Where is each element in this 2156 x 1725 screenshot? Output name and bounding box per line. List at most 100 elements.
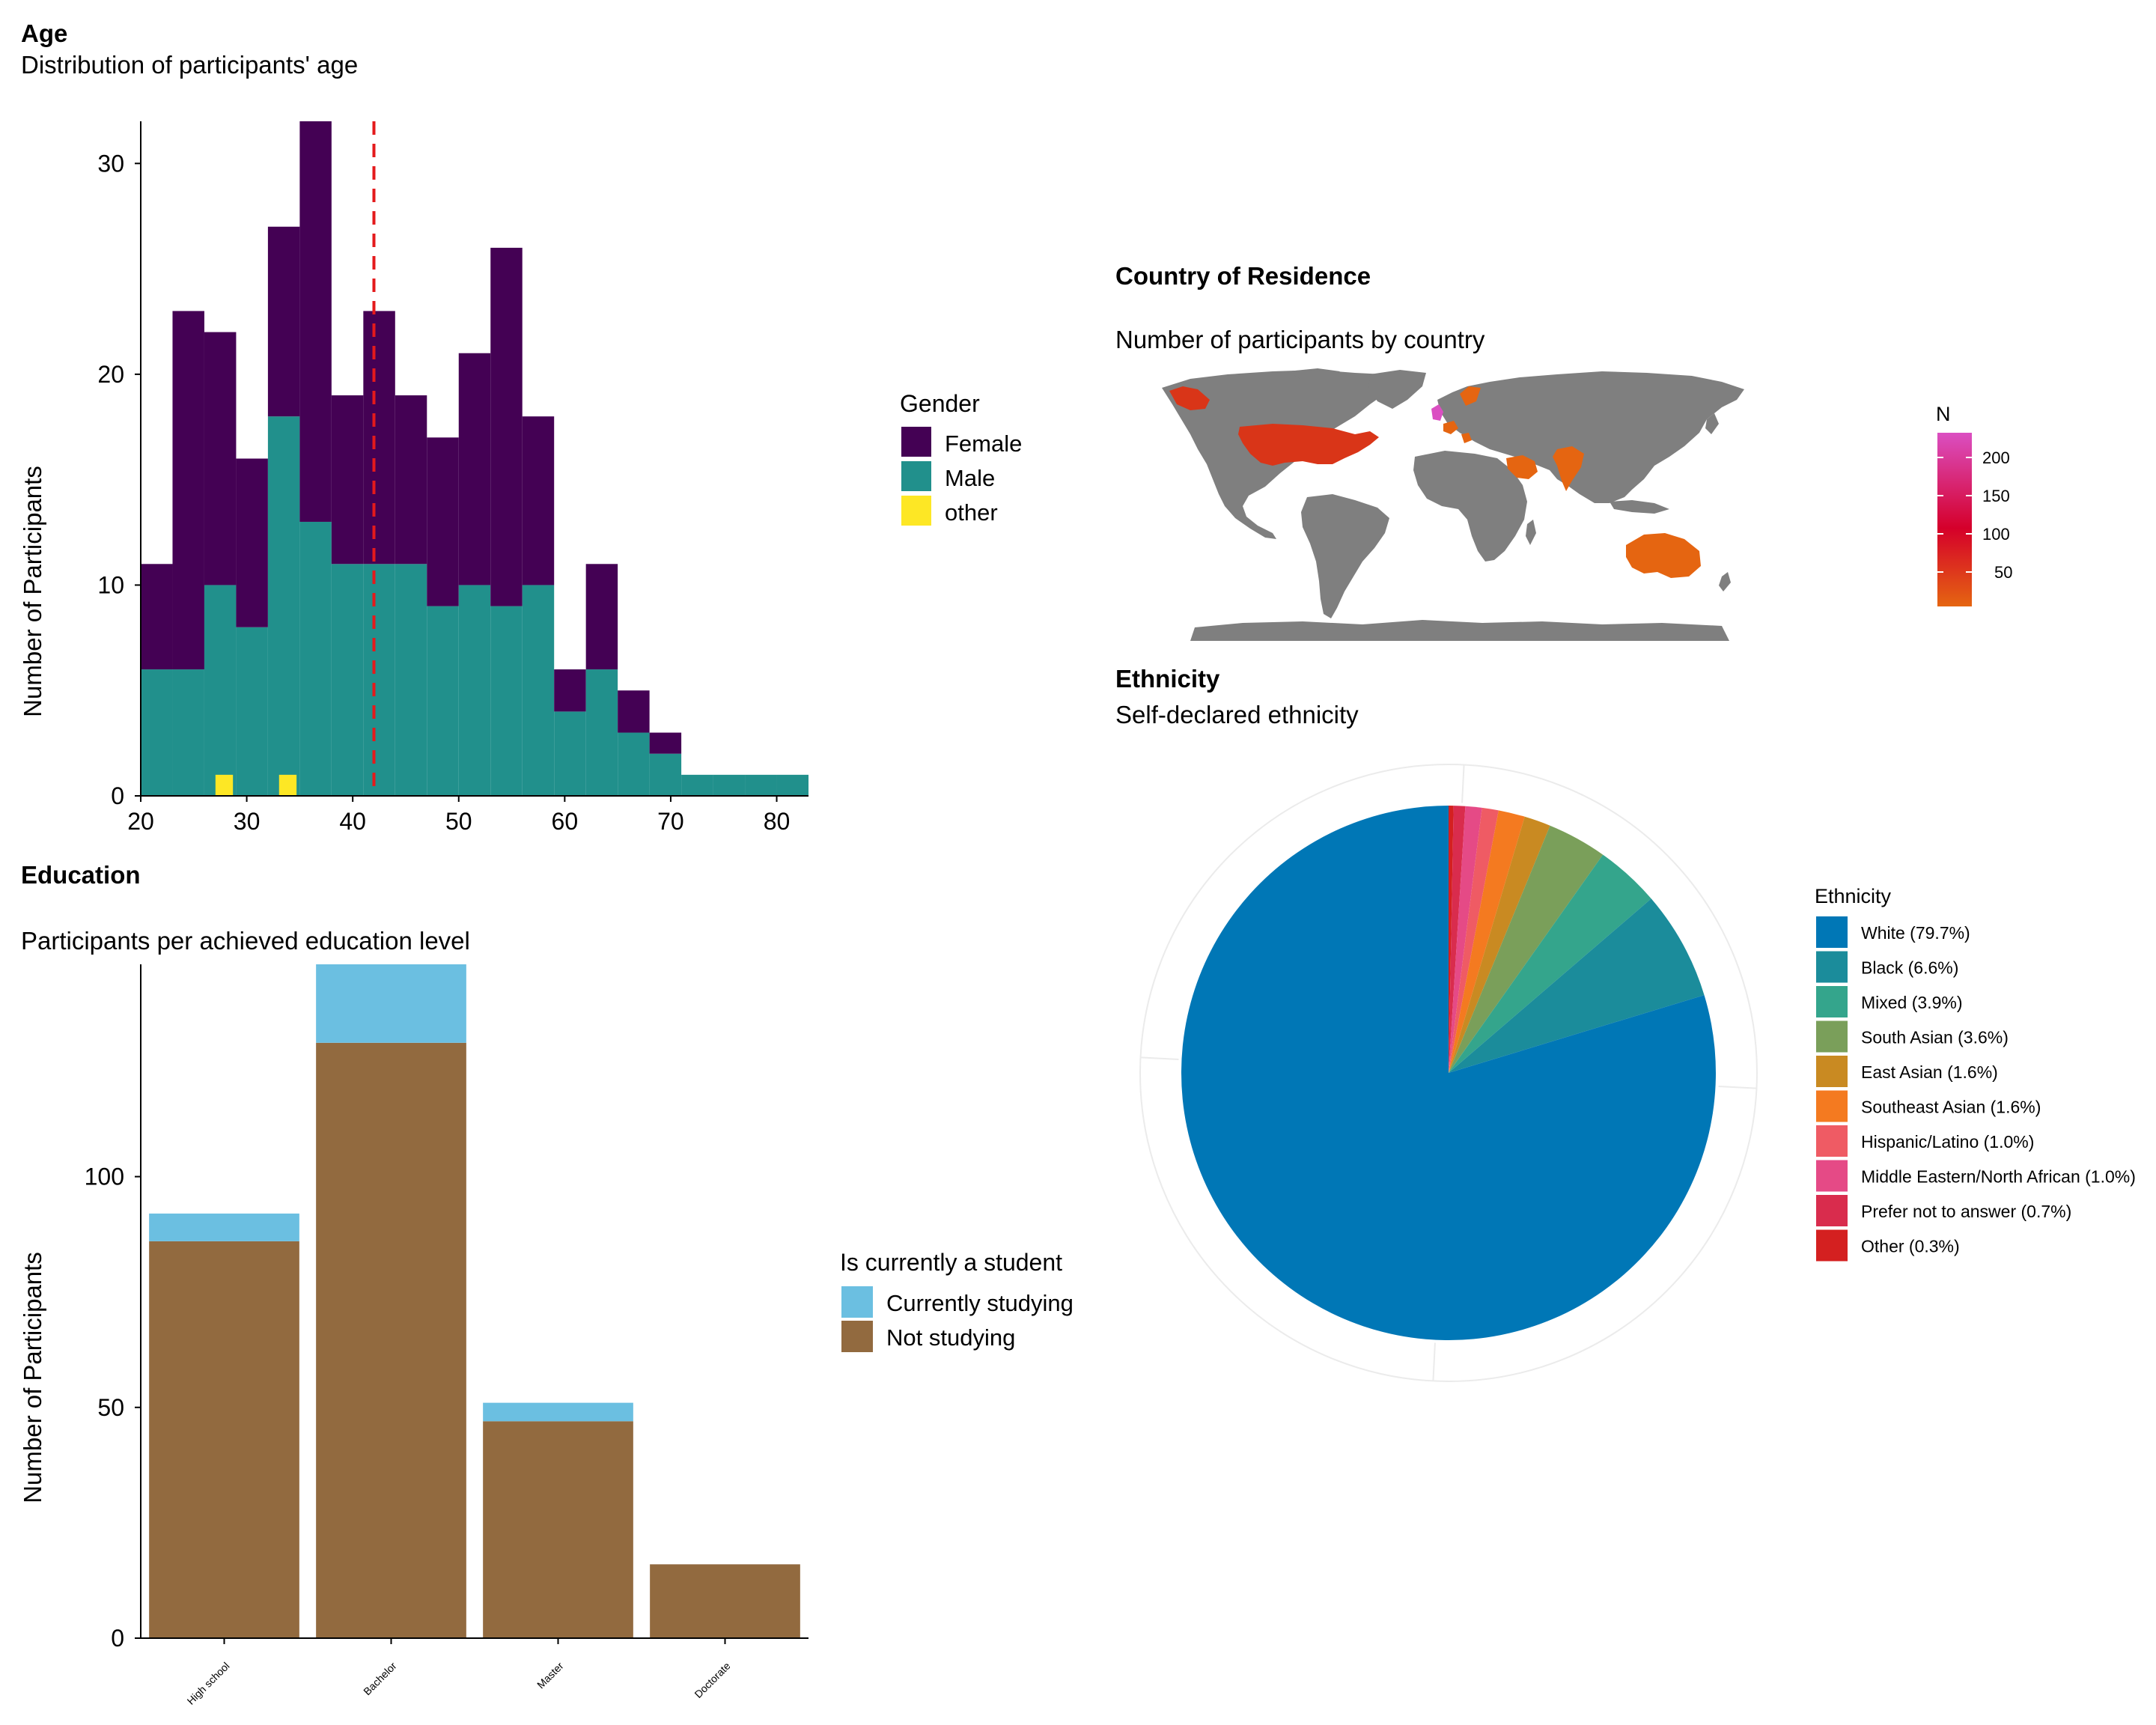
country-panel: Country of Residence Number of participa… bbox=[1115, 262, 2012, 641]
histogram-bar-male bbox=[649, 753, 682, 796]
histogram-bar-male bbox=[554, 711, 586, 796]
age-panel: Age Distribution of participants' age 0 1… bbox=[19, 19, 1022, 835]
ethnicity-legend-label: East Asian (1.6%) bbox=[1861, 1062, 1998, 1082]
age-y-tick-label: 0 bbox=[111, 782, 124, 809]
ethnicity-legend-label: Black (6.6%) bbox=[1861, 958, 1958, 978]
pie-grid-circle bbox=[1139, 764, 1758, 1382]
histogram-bar-male bbox=[713, 774, 746, 796]
map-india bbox=[1553, 446, 1584, 491]
colorbar-tick-100: 100 bbox=[1982, 525, 2010, 544]
age-title: Age bbox=[21, 19, 67, 47]
ethnicity-subtitle: Self-declared ethnicity bbox=[1115, 701, 1359, 728]
legend-label-other: other bbox=[945, 499, 998, 526]
pie-grid-line bbox=[1461, 764, 1465, 803]
histogram-bar-female bbox=[427, 437, 459, 606]
age-legend: Gender Female Male other bbox=[900, 390, 1022, 526]
map-eurasia bbox=[1437, 371, 1744, 503]
histogram-bar-female bbox=[204, 332, 237, 585]
education-bar-currently-studying bbox=[316, 964, 466, 1043]
legend-label-male: Male bbox=[945, 465, 995, 491]
ethnicity-legend-swatch bbox=[1816, 1056, 1848, 1087]
age-x-tick-label: 40 bbox=[339, 808, 366, 835]
map-uk bbox=[1431, 404, 1443, 421]
map-scandinavia bbox=[1460, 386, 1481, 406]
legend-swatch-female bbox=[901, 427, 931, 457]
pie-slice bbox=[1449, 806, 1482, 1073]
histogram-bar-other bbox=[278, 774, 297, 796]
ethnicity-legend-swatch bbox=[1816, 1229, 1848, 1262]
ethnicity-legend-swatch bbox=[1816, 1195, 1848, 1226]
legend-swatch-male bbox=[901, 461, 931, 491]
histogram-bar-female bbox=[331, 395, 364, 565]
histogram-bar-male bbox=[267, 416, 300, 796]
world-map bbox=[1162, 368, 1744, 641]
histogram-bar-male bbox=[681, 774, 713, 796]
map-usa bbox=[1238, 424, 1379, 466]
education-y-tick-label: 50 bbox=[97, 1394, 124, 1421]
legend-label-female: Female bbox=[945, 431, 1022, 457]
country-title: Country of Residence bbox=[1115, 262, 1371, 290]
map-australia bbox=[1626, 533, 1701, 578]
age-histogram: 0 10 20 30 20 30 40 50 60 70 80 bbox=[97, 121, 808, 835]
age-x-tick-label: 50 bbox=[445, 808, 472, 835]
map-europe-west bbox=[1443, 421, 1458, 434]
histogram-bar-male bbox=[776, 774, 808, 796]
pie-grid-line bbox=[1432, 1342, 1436, 1381]
ethnicity-legend-label: Hispanic/Latino (1.0%) bbox=[1861, 1132, 2034, 1151]
education-bar-chart: High school Bachelor Master Doctorate 0 50 100 bbox=[85, 964, 808, 1707]
pie-slice bbox=[1449, 898, 1705, 1073]
colorbar-tick-150: 150 bbox=[1982, 487, 2010, 505]
age-x-tick-label: 80 bbox=[764, 808, 791, 835]
map-arctic-islands bbox=[1288, 368, 1340, 380]
histogram-bar-female bbox=[522, 416, 555, 585]
histogram-bar-female bbox=[585, 564, 618, 670]
map-new-zealand bbox=[1719, 572, 1731, 591]
histogram-bar-female bbox=[363, 311, 395, 565]
ethnicity-legend-items: White (79.7%) Black (6.6%) Mixed (3.9%) Sou… bbox=[1816, 916, 2136, 1262]
histogram-bar-male bbox=[395, 564, 427, 796]
pie-slice bbox=[1449, 854, 1651, 1073]
education-bar-currently-studying bbox=[483, 1402, 633, 1422]
colorbar-tick-200: 200 bbox=[1982, 448, 2010, 467]
ethnicity-legend: Ethnicity White (79.7%) Black (6.6%) Mixed… bbox=[1815, 885, 2136, 1262]
pie-slice bbox=[1449, 816, 1550, 1073]
education-y-axis-label: Number of Participants bbox=[19, 1252, 46, 1503]
histogram-bar-female bbox=[395, 395, 427, 565]
education-category-label: Doctorate bbox=[692, 1660, 732, 1700]
histogram-bar-female bbox=[554, 669, 586, 712]
age-x-tick-label: 60 bbox=[552, 808, 579, 835]
histogram-bar-female bbox=[236, 458, 268, 627]
education-bar-not-studying bbox=[483, 1421, 633, 1638]
country-subtitle: Number of participants by country bbox=[1115, 326, 1485, 353]
legend-label-not-studying: Not studying bbox=[886, 1324, 1015, 1351]
ethnicity-legend-label: Mixed (3.9%) bbox=[1861, 993, 1962, 1012]
histogram-bar-male bbox=[141, 669, 173, 796]
colorbar-gradient bbox=[1937, 433, 1972, 606]
ethnicity-title: Ethnicity bbox=[1115, 665, 1220, 693]
map-canada bbox=[1169, 386, 1210, 410]
histogram-bar-male bbox=[204, 585, 237, 796]
education-legend: Is currently a student Currently studyin… bbox=[840, 1249, 1074, 1352]
ethnicity-legend-label: South Asian (3.6%) bbox=[1861, 1028, 2009, 1047]
map-antarctica bbox=[1190, 620, 1729, 641]
histogram-bar-male bbox=[236, 627, 268, 796]
pie-slice bbox=[1449, 806, 1466, 1073]
education-title: Education bbox=[21, 861, 141, 889]
ethnicity-legend-label: Middle Eastern/North African (1.0%) bbox=[1861, 1167, 2136, 1187]
country-colorbar: N 200 150 100 50 bbox=[1936, 403, 2012, 606]
histogram-bar-female bbox=[141, 564, 173, 670]
ethnicity-legend-label: Other (0.3%) bbox=[1861, 1237, 1960, 1256]
histogram-bar-female bbox=[458, 353, 491, 585]
age-subtitle: Distribution of participants' age bbox=[21, 51, 358, 79]
histogram-bar-male bbox=[490, 606, 523, 796]
ethnicity-legend-swatch bbox=[1816, 1020, 1848, 1053]
age-y-tick-label: 30 bbox=[97, 150, 124, 177]
education-panel: Education Participants per achieved educ… bbox=[19, 861, 1074, 1707]
education-category-label: High school bbox=[185, 1660, 232, 1707]
histogram-bar-male bbox=[172, 669, 204, 796]
legend-swatch-other bbox=[901, 496, 931, 526]
histogram-bar-male bbox=[585, 669, 618, 796]
pie-grid-line bbox=[1140, 1056, 1179, 1060]
age-x-tick-label: 30 bbox=[234, 808, 261, 835]
